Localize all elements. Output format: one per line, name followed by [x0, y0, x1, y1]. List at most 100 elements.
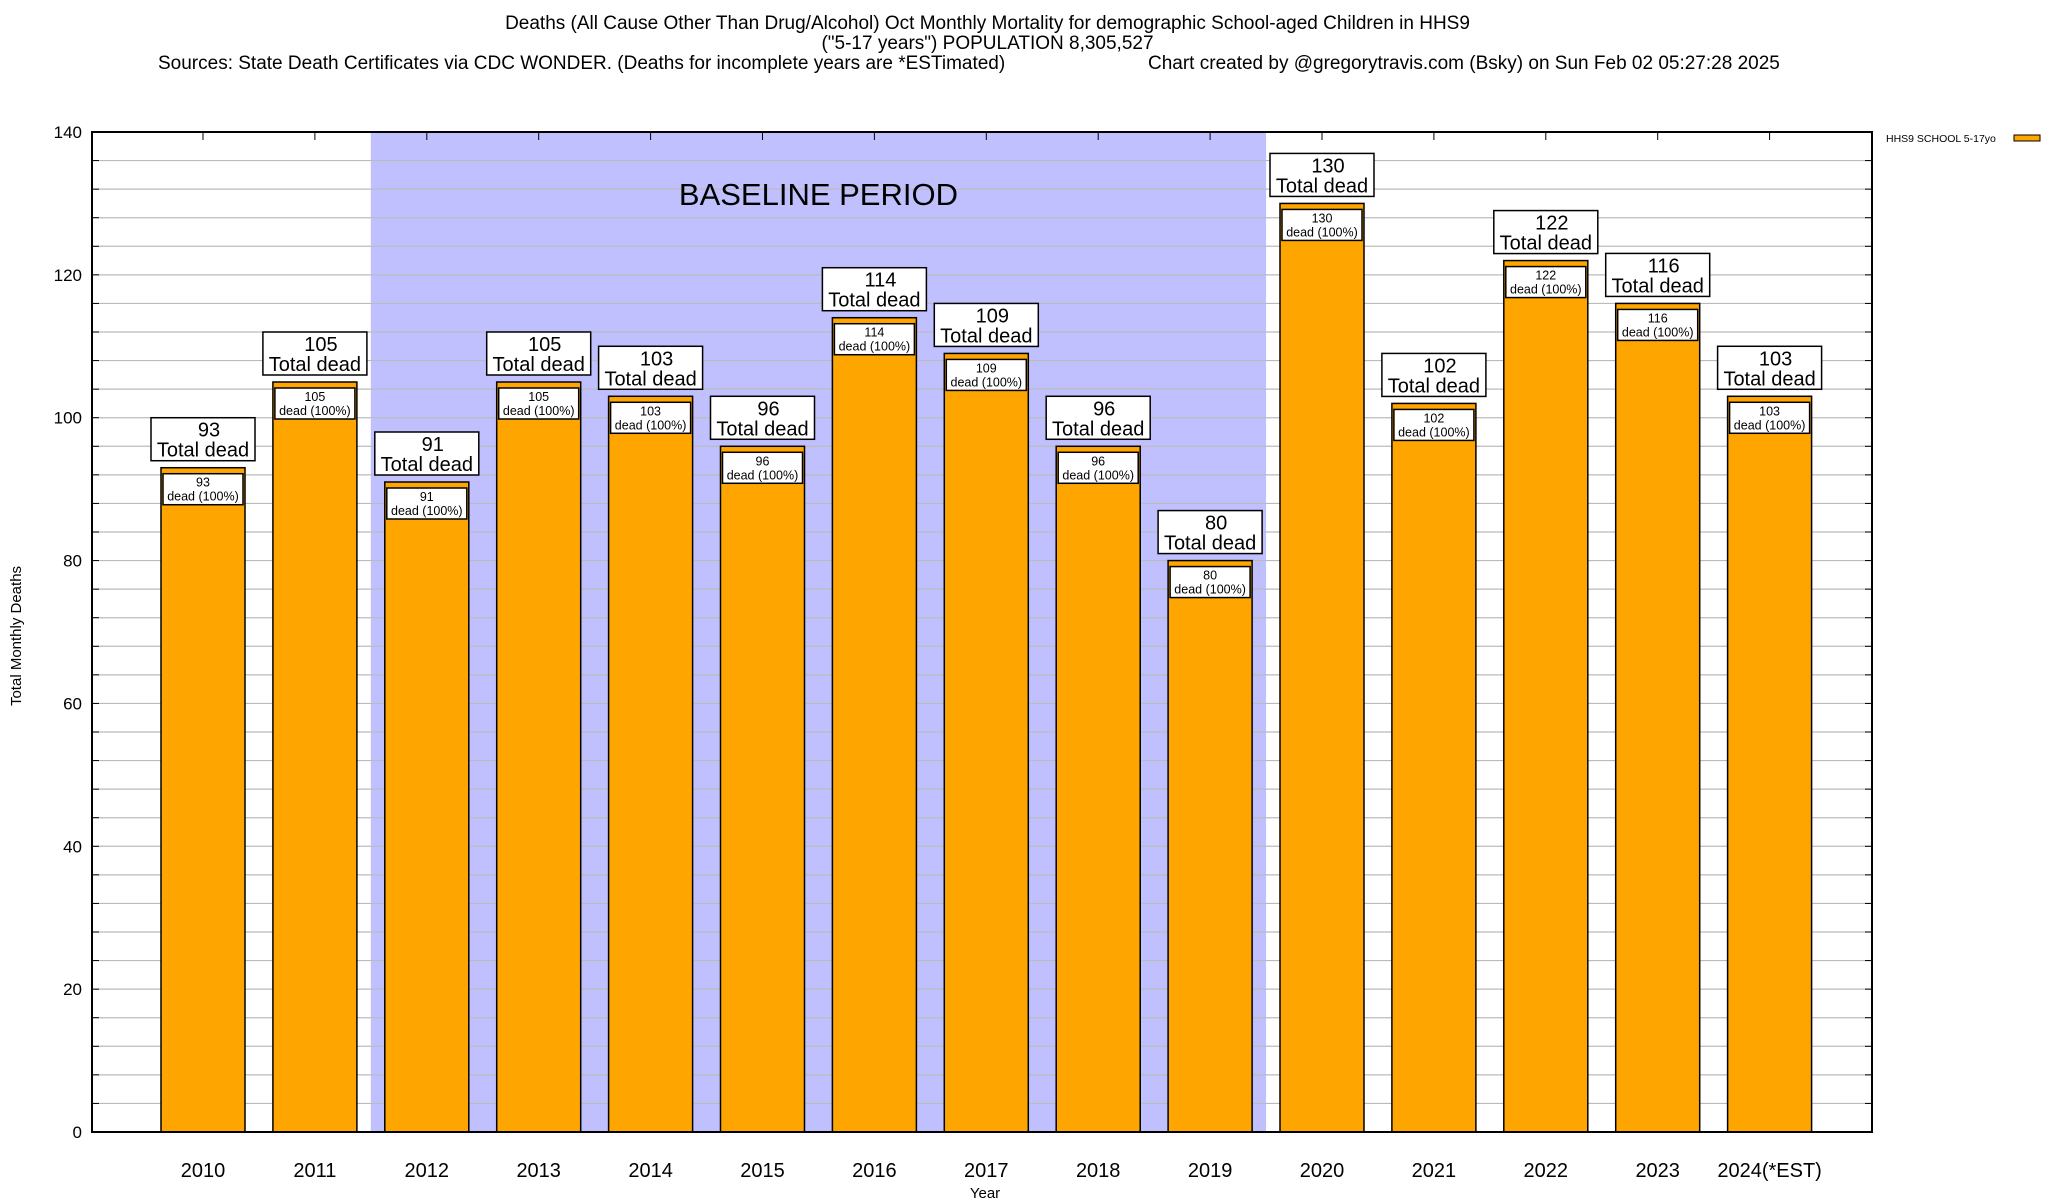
x-tick-label: 2014	[628, 1160, 673, 1182]
x-tick-label: 2023	[1635, 1160, 1680, 1182]
total-label: Total dead	[828, 290, 920, 312]
total-value: 130	[1311, 155, 1344, 177]
bar-inner-label-box	[945, 358, 1028, 392]
bar-inner-label: dead (100%)	[727, 468, 799, 482]
bar-inner-label: dead (100%)	[391, 504, 463, 518]
bar-inner-value: 91	[420, 490, 434, 504]
bar	[1167, 559, 1253, 1133]
bar	[831, 316, 918, 1133]
bar-inner-value: 96	[1091, 454, 1105, 468]
x-tick-label: 2024(*EST)	[1717, 1160, 1822, 1182]
bar-inner-label-box	[386, 487, 468, 520]
x-tick-label: 2016	[852, 1160, 897, 1182]
y-tick-label: 100	[54, 409, 82, 428]
y-tick-label: 0	[73, 1123, 82, 1142]
total-label-box	[933, 302, 1040, 348]
bar-inner-value: 116	[1648, 311, 1668, 325]
total-value: 109	[976, 305, 1009, 327]
total-value: 114	[864, 270, 896, 292]
bar-inner-label: dead (100%)	[167, 490, 239, 504]
x-axis-label: Year	[970, 1185, 1000, 1200]
bar	[1726, 395, 1813, 1133]
bar-inner-label-box	[274, 387, 356, 420]
x-tick-label: 2011	[293, 1160, 336, 1182]
bar-inner-value: 80	[1203, 569, 1217, 583]
bar	[943, 352, 1030, 1133]
baseline-period-label: BASELINE PERIOD	[679, 177, 958, 212]
total-value: 122	[1535, 213, 1568, 235]
y-tick-label: 20	[63, 980, 82, 999]
x-tick-label: 2012	[405, 1160, 450, 1182]
bar-inner-value: 102	[1423, 411, 1444, 425]
total-label-box	[597, 345, 704, 391]
total-label: Total dead	[716, 418, 808, 440]
plot-frame	[91, 131, 1873, 1133]
total-label: Total dead	[381, 454, 473, 476]
bar-inner-value: 114	[864, 326, 884, 340]
bar-inner-label-box	[1169, 565, 1251, 599]
bar	[607, 395, 694, 1133]
bar-inner-label-box	[1393, 408, 1475, 442]
y-tick-label: 60	[63, 694, 82, 713]
bar-inner-label-box	[497, 387, 580, 420]
legend-label: HHS9 SCHOOL 5-17yo	[1886, 133, 1996, 145]
chart-subtitle: ("5-17 years") POPULATION 8,305,527	[821, 33, 1154, 54]
bar-inner-label: dead (100%)	[1398, 425, 1470, 439]
total-label: Total dead	[1723, 368, 1815, 390]
bar-inner-label-box	[1616, 308, 1699, 342]
bar-inner-value: 103	[640, 404, 661, 418]
total-label-box	[1269, 152, 1375, 198]
total-label-box	[1157, 509, 1263, 555]
total-label-box	[1493, 209, 1599, 255]
bar-inner-label: dead (100%)	[279, 404, 351, 418]
y-tick-label: 140	[54, 123, 82, 142]
bar	[384, 481, 470, 1133]
bar-inner-label: dead (100%)	[951, 375, 1023, 389]
total-label: Total dead	[604, 368, 696, 390]
total-label-box	[1716, 345, 1823, 391]
total-label-box	[1045, 395, 1151, 441]
total-label-box	[709, 395, 816, 441]
bar-inner-label-box	[833, 322, 916, 356]
total-label: Total dead	[493, 354, 585, 376]
total-label-box	[821, 266, 928, 312]
total-label: Total dead	[1388, 375, 1480, 397]
bar-inner-label: dead (100%)	[1734, 418, 1806, 432]
bar-inner-label: dead (100%)	[615, 418, 687, 432]
bar-inner-label: dead (100%)	[839, 340, 911, 354]
bar-inner-label: dead (100%)	[1174, 583, 1246, 597]
total-label: Total dead	[1052, 418, 1144, 440]
chart-credit: Chart created by @gregorytravis.com (Bsk…	[1148, 53, 1780, 74]
bar	[719, 445, 806, 1133]
chart-sources: Sources: State Death Certificates via CD…	[158, 53, 1006, 74]
bar-inner-label-box	[721, 451, 804, 485]
bar-inner-label-box	[162, 472, 244, 506]
total-value: 102	[1423, 355, 1456, 377]
x-tick-label: 2020	[1300, 1160, 1345, 1182]
total-label: Total dead	[157, 440, 249, 462]
total-label-box	[1604, 252, 1711, 298]
bar-inner-label-box	[609, 401, 692, 435]
total-label: Total dead	[269, 354, 361, 376]
total-label-box	[150, 416, 256, 462]
bar	[495, 381, 582, 1133]
bar-inner-label-box	[1505, 265, 1587, 299]
bar	[272, 381, 358, 1133]
total-label-box	[262, 331, 368, 376]
total-value: 96	[757, 398, 779, 420]
bar	[1614, 302, 1701, 1133]
total-value: 91	[422, 434, 444, 456]
total-value: 93	[198, 420, 220, 442]
bar	[1055, 445, 1141, 1133]
total-label-box	[1381, 352, 1487, 398]
y-tick-label: 120	[54, 266, 82, 285]
bar-inner-value: 109	[976, 361, 997, 375]
chart-title: Deaths (All Cause Other Than Drug/Alcoho…	[505, 13, 1470, 34]
bar-inner-value: 122	[1535, 269, 1556, 283]
x-tick-label: 2010	[181, 1160, 226, 1182]
total-label-box	[374, 431, 480, 476]
total-label: Total dead	[1612, 275, 1704, 297]
bar	[1391, 402, 1477, 1133]
bar-inner-value: 105	[304, 390, 325, 404]
total-label: Total dead	[940, 325, 1032, 347]
